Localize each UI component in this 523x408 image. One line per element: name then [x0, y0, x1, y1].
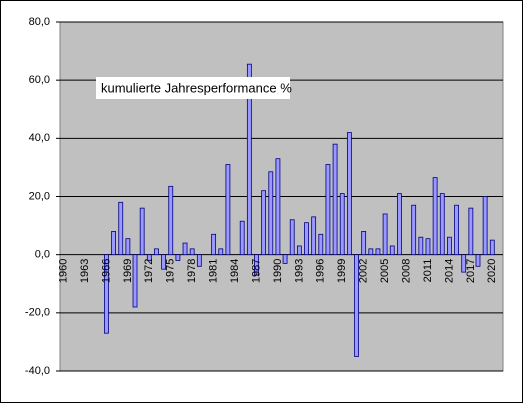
bar: [175, 254, 181, 261]
bar: [282, 254, 288, 264]
y-tick-label: 80,0: [29, 16, 50, 28]
bar: [104, 254, 109, 334]
x-tick-label: 1993: [293, 259, 305, 283]
bar: [475, 254, 481, 267]
x-tick-label: 2002: [358, 259, 370, 283]
bar: [289, 219, 295, 256]
bar: [218, 248, 224, 256]
bar: [361, 230, 367, 256]
x-tick-label: 1972: [143, 259, 155, 283]
x-tick-label: 2008: [400, 259, 412, 283]
bar: [182, 242, 188, 256]
y-tick-label: 20,0: [29, 190, 50, 202]
bar: [132, 254, 138, 308]
bar: [275, 158, 281, 256]
bar: [225, 164, 231, 256]
bars: [104, 63, 495, 357]
x-tick-label: 1984: [229, 259, 241, 283]
bar: [168, 185, 174, 256]
bar: [154, 248, 159, 256]
annotation-box: [96, 77, 290, 99]
x-tick-label: 1999: [336, 259, 348, 283]
x-tick-label: 1987: [250, 259, 262, 283]
bar: [425, 238, 431, 256]
bar: [432, 177, 438, 256]
bar: [339, 193, 345, 256]
bar: [311, 216, 317, 256]
bar: [396, 193, 402, 256]
bar: [196, 254, 202, 267]
x-tick-label: 1960: [57, 259, 69, 283]
bar: [161, 254, 167, 270]
bar: [189, 248, 195, 256]
bar: [318, 233, 324, 256]
bar: [346, 132, 352, 256]
bar: [447, 236, 452, 256]
bar: [375, 248, 381, 256]
x-tick-label: 2014: [443, 259, 455, 283]
bar: [439, 193, 445, 256]
bar: [411, 204, 417, 256]
y-tick-label: 60,0: [29, 74, 50, 86]
bar: [468, 207, 474, 256]
bar: [354, 254, 359, 357]
x-tick-label: 2011: [422, 259, 434, 283]
x-tick-label: 1963: [79, 259, 91, 283]
x-tick-label: 1969: [122, 259, 134, 283]
x-tick-label: 1975: [165, 259, 177, 283]
bar: [118, 201, 124, 256]
y-tick-label: 40,0: [29, 132, 50, 144]
x-tick-label: 2017: [465, 259, 477, 283]
bar: [454, 204, 459, 256]
bar: [418, 236, 424, 256]
bar: [482, 196, 488, 256]
x-tick-label: 1996: [315, 259, 327, 283]
bar: [261, 190, 267, 256]
bar: [246, 63, 252, 256]
x-tick-label: 1978: [186, 259, 198, 283]
bar: [268, 171, 274, 256]
bar: [111, 230, 116, 256]
bar: [368, 248, 374, 256]
annotation: kumulierte Jahresperformance %: [101, 80, 292, 95]
x-tick-label: 1981: [208, 259, 220, 283]
bar: [139, 207, 145, 256]
bar: [461, 254, 467, 273]
bar: [325, 164, 331, 256]
bar: [239, 220, 245, 256]
bar: [296, 245, 302, 256]
bar: [489, 239, 495, 256]
bar: [125, 238, 131, 256]
bar: [389, 245, 395, 256]
x-tick-label: 1990: [272, 259, 284, 283]
bar: [332, 143, 338, 256]
bar: [304, 222, 309, 256]
x-tick-label: 2020: [486, 259, 498, 283]
x-tick-label: 2005: [379, 259, 391, 283]
y-tick-label: -40,0: [25, 365, 50, 377]
bar: [146, 254, 152, 261]
bar: [382, 213, 388, 256]
x-tick-label: 1966: [100, 259, 112, 283]
bar: [254, 254, 259, 276]
y-tick-label: -20,0: [25, 307, 50, 319]
bar: [211, 233, 217, 256]
y-tick-label: 0,0: [35, 249, 50, 261]
